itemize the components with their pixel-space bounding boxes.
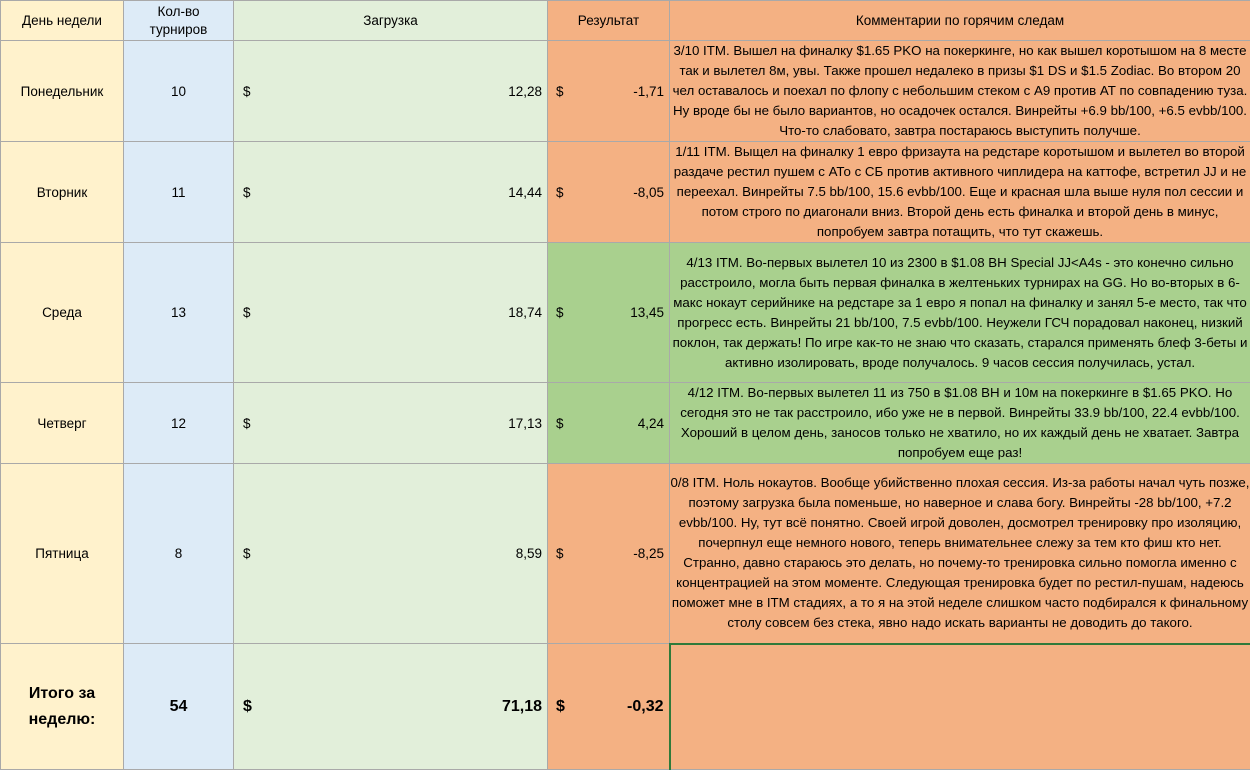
- result-value: -8,05: [633, 185, 664, 200]
- total-label-line2: неделю:: [1, 707, 123, 733]
- total-result-value: -0,32: [627, 698, 663, 716]
- total-row: Итого за неделю: 54 $71,18 $ -0,32: [1, 644, 1250, 770]
- result-cell[interactable]: $ -1,71: [548, 41, 670, 142]
- load-cell[interactable]: $12,28: [234, 41, 548, 142]
- count-cell[interactable]: 8: [124, 464, 234, 644]
- currency-symbol: $: [556, 185, 564, 200]
- load-value: 17,13: [508, 416, 542, 431]
- comment-cell[interactable]: 4/13 ITM. Во-первых вылетел 10 из 2300 в…: [670, 243, 1250, 383]
- header-comment[interactable]: Комментарии по горячим следам: [670, 1, 1250, 41]
- day-cell[interactable]: Вторник: [1, 142, 124, 243]
- comment-cell[interactable]: 3/10 ITM. Вышел на финалку $1.65 PKO на …: [670, 41, 1250, 142]
- load-value: 14,44: [508, 185, 542, 200]
- count-cell[interactable]: 10: [124, 41, 234, 142]
- count-cell[interactable]: 13: [124, 243, 234, 383]
- load-value: 8,59: [516, 546, 542, 561]
- table-row: Понедельник 10 $12,28 $ -1,71 3/10 ITM. В…: [1, 41, 1250, 142]
- total-comment-cell[interactable]: [670, 644, 1250, 770]
- currency-symbol: $: [556, 305, 564, 320]
- count-cell[interactable]: 11: [124, 142, 234, 243]
- result-cell[interactable]: $4,24: [548, 383, 670, 464]
- day-cell[interactable]: Четверг: [1, 383, 124, 464]
- table-row: Четверг 12 $17,13 $4,24 4/12 ITM. Во-пер…: [1, 383, 1250, 464]
- day-cell[interactable]: Пятница: [1, 464, 124, 644]
- comment-cell[interactable]: 0/8 ITM. Ноль нокаутов. Вообще убийствен…: [670, 464, 1250, 644]
- table-row: Пятница 8 $8,59 $ -8,25 0/8 ITM. Ноль нок…: [1, 464, 1250, 644]
- header-count-label: Кол-во турниров: [134, 3, 224, 39]
- header-row: День недели Кол-во турниров Загрузка Рез…: [1, 1, 1250, 41]
- comment-cell[interactable]: 4/12 ITM. Во-первых вылетел 11 из 750 в …: [670, 383, 1250, 464]
- day-cell[interactable]: Среда: [1, 243, 124, 383]
- currency-symbol: $: [243, 698, 252, 716]
- total-load-cell[interactable]: $71,18: [234, 644, 548, 770]
- load-cell[interactable]: $18,74: [234, 243, 548, 383]
- result-value: -1,71: [633, 84, 664, 99]
- total-label-cell[interactable]: Итого за неделю:: [1, 644, 124, 770]
- load-cell[interactable]: $8,59: [234, 464, 548, 644]
- table-row: Среда 13 $18,74 $13,45 4/13 ITM. Во-перв…: [1, 243, 1250, 383]
- currency-symbol: $: [243, 185, 251, 200]
- total-count-cell[interactable]: 54: [124, 644, 234, 770]
- result-value: -8,25: [633, 546, 664, 561]
- load-value: 12,28: [508, 84, 542, 99]
- total-label-line1: Итого за: [1, 681, 123, 707]
- day-cell[interactable]: Понедельник: [1, 41, 124, 142]
- load-cell[interactable]: $17,13: [234, 383, 548, 464]
- result-value: 13,45: [630, 305, 664, 320]
- load-value: 18,74: [508, 305, 542, 320]
- currency-symbol: $: [243, 416, 251, 431]
- comment-cell[interactable]: 1/11 ITM. Выщел на финалку 1 евро фризау…: [670, 142, 1250, 243]
- currency-symbol: $: [556, 546, 564, 561]
- table-row: Вторник 11 $14,44 $ -8,05 1/11 ITM. Выщел…: [1, 142, 1250, 243]
- header-day[interactable]: День недели: [1, 1, 124, 41]
- header-count[interactable]: Кол-во турниров: [124, 1, 234, 41]
- result-cell[interactable]: $ -8,25: [548, 464, 670, 644]
- currency-symbol: $: [243, 546, 251, 561]
- currency-symbol: $: [243, 305, 251, 320]
- header-result[interactable]: Результат: [548, 1, 670, 41]
- result-value: 4,24: [638, 416, 664, 431]
- header-load[interactable]: Загрузка: [234, 1, 548, 41]
- currency-symbol: $: [556, 698, 565, 716]
- result-cell[interactable]: $ -8,05: [548, 142, 670, 243]
- result-cell[interactable]: $13,45: [548, 243, 670, 383]
- currency-symbol: $: [556, 84, 564, 99]
- load-cell[interactable]: $14,44: [234, 142, 548, 243]
- count-cell[interactable]: 12: [124, 383, 234, 464]
- total-result-cell[interactable]: $ -0,32: [548, 644, 670, 770]
- currency-symbol: $: [556, 416, 564, 431]
- currency-symbol: $: [243, 84, 251, 99]
- total-load-value: 71,18: [502, 698, 542, 716]
